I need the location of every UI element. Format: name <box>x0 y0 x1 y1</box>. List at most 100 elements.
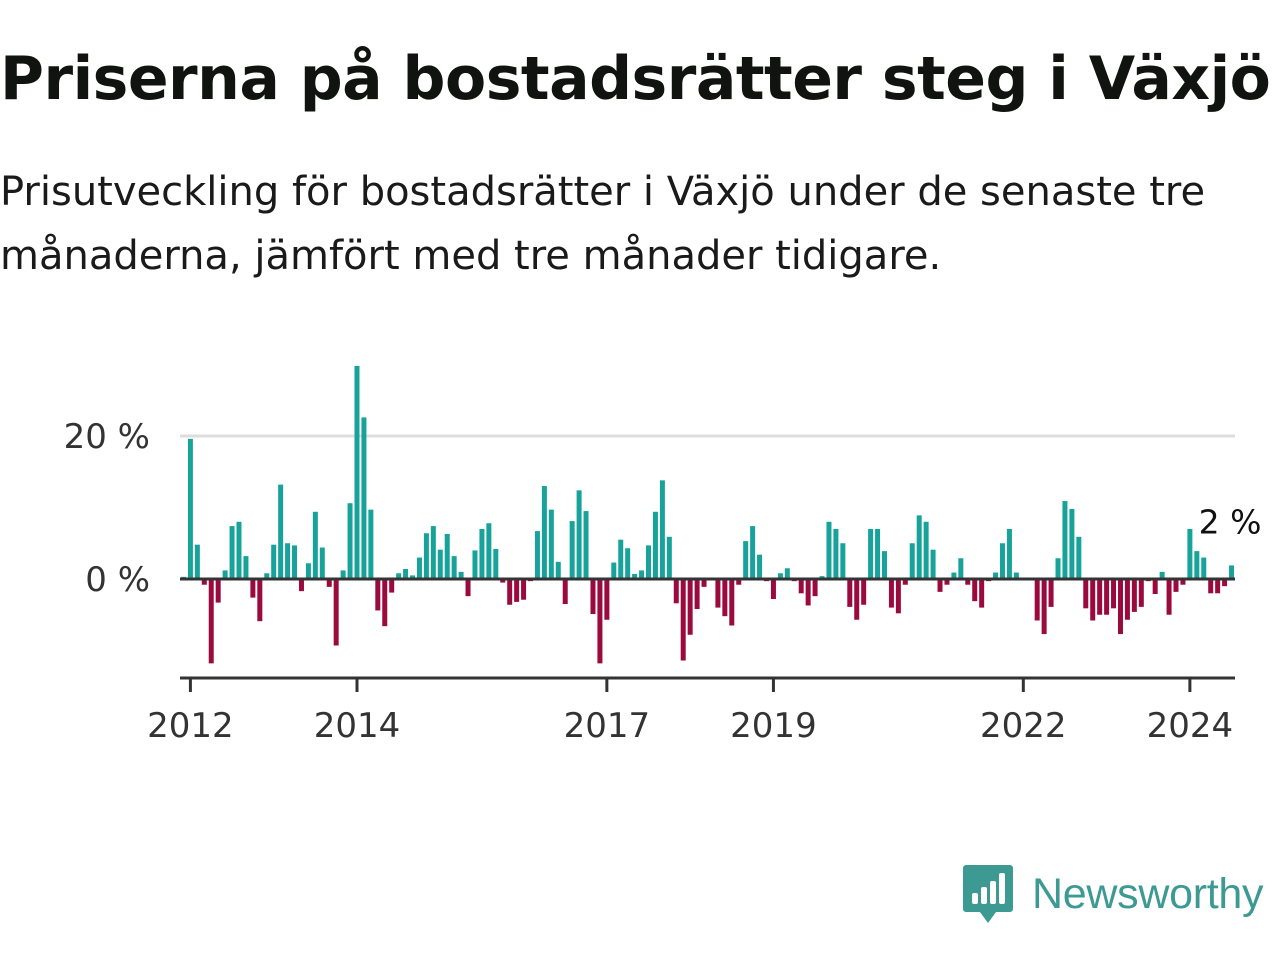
bar <box>264 573 270 579</box>
bar <box>750 526 756 579</box>
bar <box>340 570 346 579</box>
newsworthy-logo: Newsworthy <box>962 862 1263 926</box>
bar <box>1083 579 1089 609</box>
bar <box>1180 579 1186 585</box>
bar <box>1104 579 1110 615</box>
page-subtitle: Prisutveckling för bostadsrätter i Växjö… <box>0 169 1206 279</box>
bar <box>1124 579 1130 620</box>
bar <box>722 579 728 617</box>
bar <box>278 484 284 579</box>
y-tick-label: 0 % <box>85 560 150 600</box>
bar <box>1138 579 1144 607</box>
bar <box>625 548 631 579</box>
bar <box>770 579 776 600</box>
bar <box>583 511 589 579</box>
bar <box>569 521 575 579</box>
bar <box>1117 579 1123 635</box>
bar <box>666 536 672 579</box>
x-tick-label: 2014 <box>314 706 401 746</box>
bar <box>416 557 422 579</box>
bar <box>673 579 679 604</box>
bar <box>423 533 429 579</box>
bar <box>285 543 291 579</box>
bar <box>222 570 228 579</box>
bar <box>1215 579 1221 594</box>
bar <box>618 539 624 580</box>
bar <box>757 554 763 579</box>
bar <box>1076 536 1082 579</box>
bar <box>979 579 985 608</box>
bar <box>1048 579 1054 607</box>
bar <box>208 579 214 664</box>
bar <box>694 579 700 610</box>
bar <box>312 511 318 579</box>
bar <box>562 579 568 605</box>
axis-layer <box>180 577 1235 692</box>
bar <box>812 579 818 597</box>
bar <box>944 579 950 585</box>
bar <box>833 528 839 579</box>
bar <box>326 579 332 587</box>
bar <box>958 558 964 579</box>
bar <box>271 544 277 579</box>
y-tick-label: 20 % <box>64 417 150 457</box>
bar <box>201 579 207 585</box>
bar <box>687 579 693 635</box>
bar <box>396 573 402 579</box>
bar <box>888 579 894 608</box>
bar <box>451 556 457 579</box>
bar <box>486 523 492 579</box>
bar <box>659 480 665 579</box>
bar <box>999 543 1005 579</box>
x-tick-label: 2019 <box>730 706 817 746</box>
bar <box>305 563 311 579</box>
bar <box>1041 579 1047 635</box>
bar <box>972 579 978 602</box>
bar <box>576 490 582 579</box>
bar <box>1034 579 1040 621</box>
bar <box>847 579 853 607</box>
bar <box>895 579 901 614</box>
bar <box>521 579 527 600</box>
bar <box>632 574 638 579</box>
bar <box>1229 565 1235 579</box>
bar <box>1201 557 1207 579</box>
bar <box>292 545 298 579</box>
bar <box>1111 579 1117 609</box>
bar <box>937 579 943 592</box>
bar <box>805 579 811 606</box>
bar <box>798 579 804 594</box>
bar <box>736 579 742 585</box>
bar <box>215 579 221 603</box>
bar <box>479 528 485 579</box>
x-tick-label: 2012 <box>147 706 234 746</box>
bar <box>701 579 707 587</box>
bar <box>548 509 554 579</box>
newsworthy-logo-icon <box>963 865 1013 923</box>
bar <box>250 579 256 598</box>
bar <box>389 579 395 593</box>
bar <box>930 549 936 579</box>
bar <box>368 509 374 579</box>
bar <box>541 486 547 579</box>
bar <box>868 528 874 579</box>
bar <box>382 579 388 627</box>
bar <box>951 572 957 579</box>
bar <box>840 543 846 579</box>
bar <box>826 521 832 579</box>
bar <box>743 541 749 579</box>
bar <box>458 571 464 579</box>
bar <box>534 531 540 579</box>
bar <box>861 579 867 605</box>
bar <box>1152 579 1158 595</box>
bar <box>333 579 339 646</box>
x-tick-label: 2024 <box>1147 706 1234 746</box>
bar <box>430 526 436 579</box>
bar <box>437 549 443 579</box>
bar <box>375 579 381 611</box>
bar <box>854 579 860 620</box>
bar <box>881 551 887 580</box>
bar <box>1208 579 1214 594</box>
bar <box>187 438 193 579</box>
bar <box>1194 551 1200 580</box>
